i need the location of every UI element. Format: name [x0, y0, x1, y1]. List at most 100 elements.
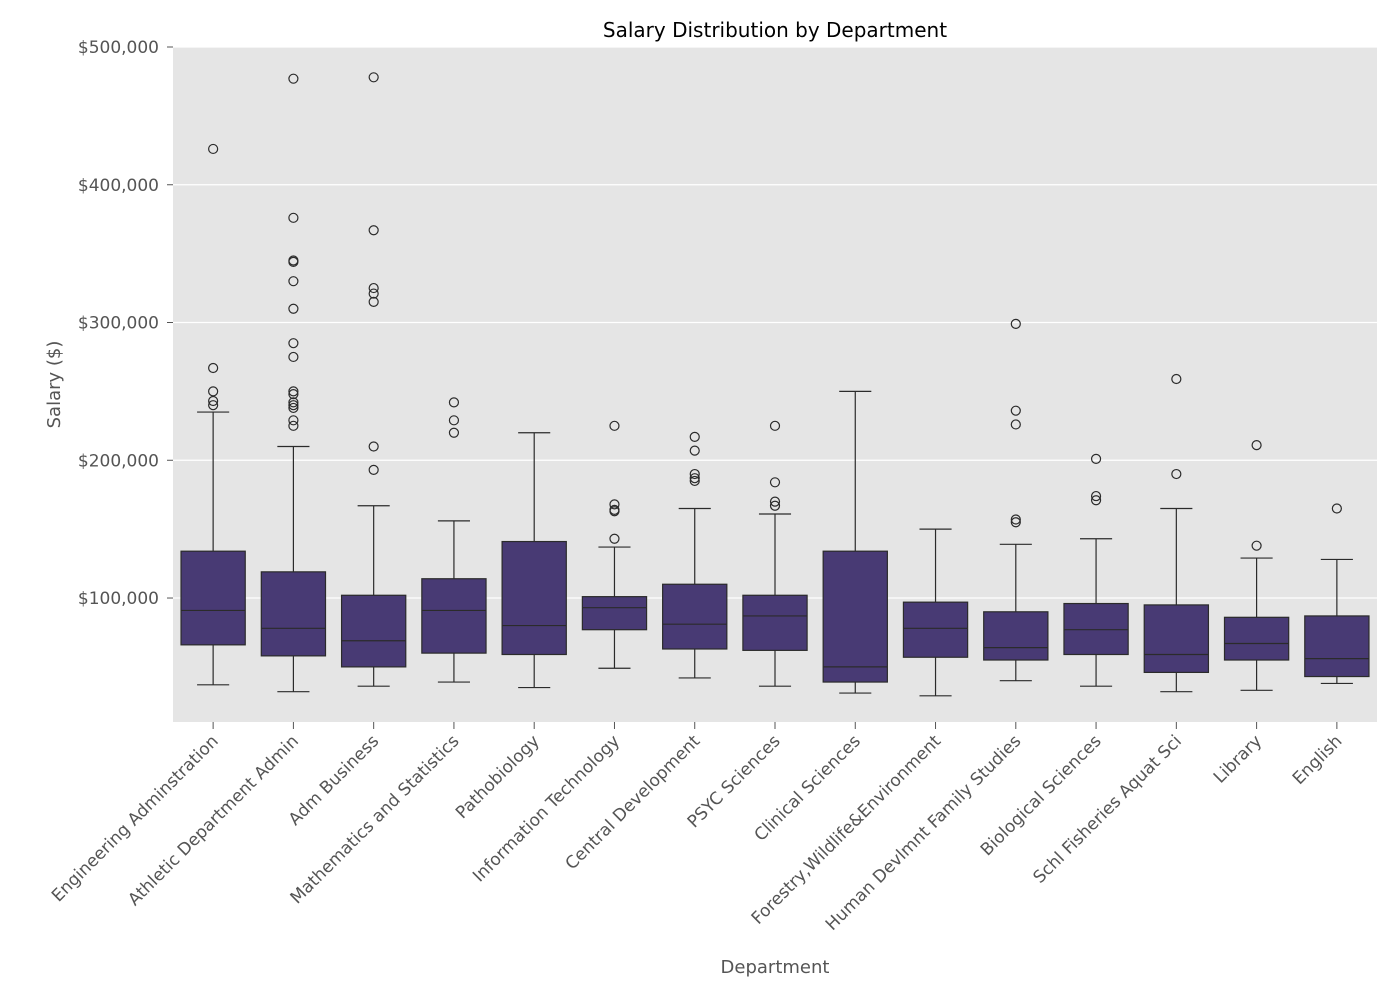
box-iqr	[501, 540, 567, 656]
box-iqr	[421, 578, 487, 654]
box-iqr	[260, 571, 327, 657]
box-group	[902, 528, 969, 697]
outlier-point	[288, 397, 299, 408]
box-iqr	[662, 583, 728, 650]
y-tick-label: $400,000	[78, 176, 159, 196]
outlier-point	[208, 143, 219, 155]
outlier-point	[689, 431, 700, 442]
outlier-point	[448, 397, 460, 408]
outlier-point	[1251, 540, 1262, 551]
outlier-point	[1090, 495, 1102, 506]
x-tick-label: Engineering Adminstration	[48, 731, 223, 906]
outlier-point	[1090, 490, 1102, 502]
x-tick-label: Pathobiology	[452, 731, 544, 823]
box-group	[421, 397, 487, 683]
outlier-point	[208, 362, 219, 374]
outlier-point	[288, 420, 299, 431]
outlier-point	[368, 288, 379, 299]
outlier-point	[288, 415, 299, 426]
y-tick-label: $100,000	[78, 589, 159, 609]
box-group	[1223, 440, 1290, 691]
box-group	[1304, 503, 1370, 685]
box-group	[581, 420, 648, 669]
box-series	[180, 72, 1370, 697]
x-tick-label: Schl Fisheries Aquat Sci	[1030, 731, 1186, 887]
outlier-point	[609, 420, 620, 431]
box-group	[501, 432, 567, 689]
outlier-point	[288, 212, 299, 223]
outlier-point	[769, 500, 781, 511]
outlier-point	[1171, 373, 1182, 385]
x-tick-label: Library	[1210, 731, 1266, 787]
box-group	[822, 390, 888, 694]
y-tick-label: $200,000	[78, 451, 159, 471]
outlier-point	[368, 464, 379, 476]
outlier-point	[368, 72, 379, 83]
outlier-point	[208, 395, 219, 407]
outlier-point	[288, 276, 299, 287]
outlier-point	[1331, 503, 1342, 514]
box-iqr	[902, 601, 969, 658]
x-tick-label: Central Development	[562, 731, 705, 874]
outlier-point	[1010, 419, 1021, 430]
outlier-point	[609, 533, 620, 544]
outlier-point	[368, 282, 379, 294]
outlier-point	[208, 400, 219, 411]
y-tick-label: $300,000	[78, 314, 159, 334]
x-tick-label: Athletic Department Admin	[124, 731, 303, 910]
outlier-point	[288, 351, 299, 363]
box-group	[1063, 453, 1129, 687]
x-tick-label: Information Technology	[469, 731, 624, 886]
outlier-point	[288, 73, 299, 84]
box-group	[983, 318, 1049, 682]
box-group	[662, 431, 728, 679]
x-tick-label: Mathematics and Statistics	[287, 731, 464, 908]
outlier-point	[368, 225, 379, 236]
outlier-point	[288, 255, 299, 266]
x-tick-label: English	[1289, 731, 1347, 789]
outlier-point	[288, 303, 299, 314]
x-axis-title: Department	[721, 957, 830, 978]
box-iqr	[1223, 616, 1290, 661]
outlier-point	[1090, 453, 1102, 464]
outlier-point	[769, 496, 781, 507]
box-iqr	[983, 611, 1049, 661]
outlier-point	[1010, 514, 1021, 525]
outlier-point	[288, 400, 299, 411]
outlier-point	[288, 389, 299, 400]
outlier-point	[288, 386, 299, 397]
outlier-point	[448, 415, 460, 426]
outlier-point	[368, 441, 379, 452]
outlier-point	[689, 445, 700, 456]
box-group	[260, 73, 327, 693]
box-group	[340, 72, 407, 687]
y-axis-title: Salary ($)	[44, 341, 65, 429]
box-iqr	[581, 596, 648, 631]
outlier-point	[1171, 468, 1182, 480]
outlier-point	[689, 468, 700, 480]
box-iqr	[822, 550, 888, 683]
outlier-point	[769, 477, 781, 488]
outlier-point	[1010, 405, 1021, 416]
box-iqr	[1063, 602, 1129, 656]
outlier-point	[448, 427, 460, 438]
y-tick-label: $500,000	[78, 38, 159, 58]
y-axis: $100,000 $200,000 $300,000 $400,000 $500,000	[78, 38, 173, 609]
outlier-point	[368, 296, 379, 307]
outlier-point	[1010, 318, 1021, 329]
outlier-point	[208, 386, 219, 397]
box-iqr	[340, 594, 407, 668]
outlier-point	[769, 420, 781, 431]
box-group	[1143, 373, 1210, 693]
box-group	[180, 143, 246, 686]
box-iqr	[742, 594, 808, 651]
box-iqr	[1304, 615, 1370, 678]
chart-title: Salary Distribution by Department	[603, 18, 947, 42]
outlier-point	[609, 504, 620, 515]
outlier-point	[1010, 517, 1021, 528]
box-iqr	[180, 550, 246, 646]
outlier-point	[609, 499, 620, 510]
